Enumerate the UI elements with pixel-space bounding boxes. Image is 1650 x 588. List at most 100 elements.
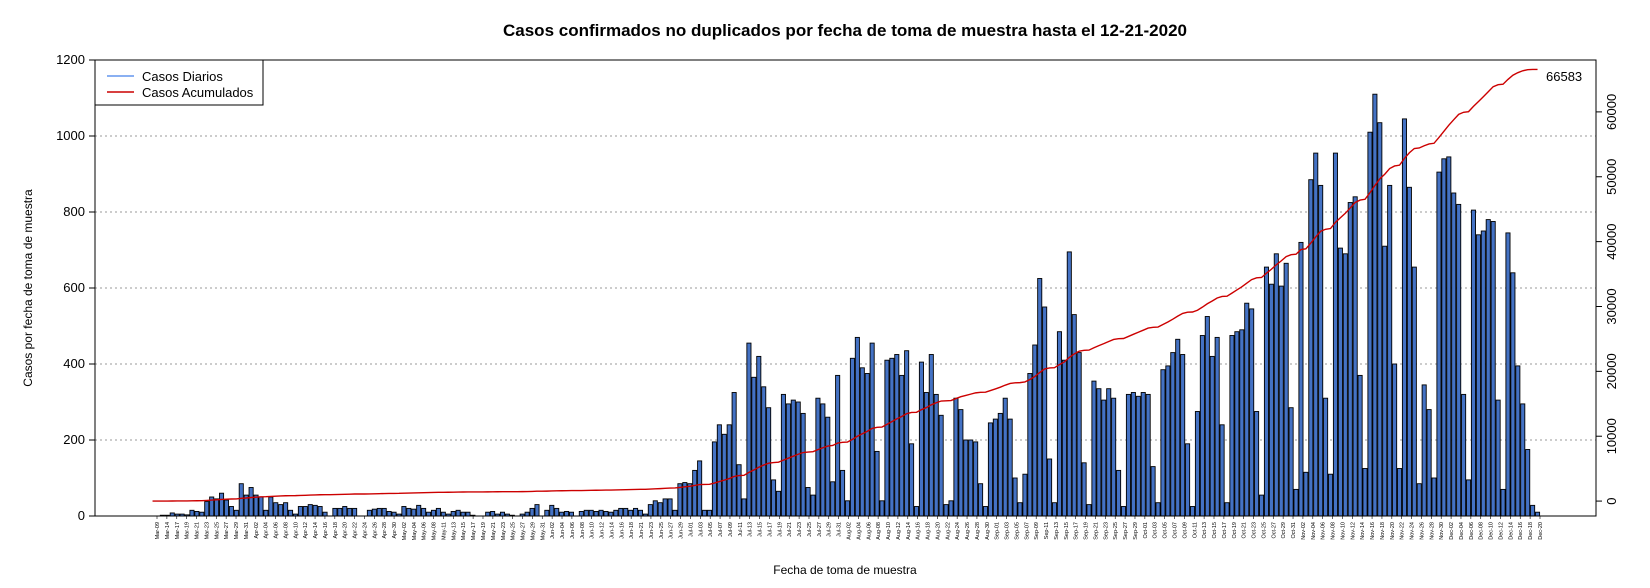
bar <box>1180 354 1186 517</box>
bar <box>879 500 885 517</box>
x-tick-label: Sep-13 <box>1054 522 1060 540</box>
bar <box>840 469 846 517</box>
bar <box>228 506 234 517</box>
x-tick-label: May-19 <box>481 522 487 540</box>
bar <box>1204 316 1210 517</box>
x-tick-label: Apr-04 <box>264 522 270 539</box>
bar <box>702 509 708 517</box>
x-tick-label: Apr-26 <box>372 522 378 539</box>
bar <box>889 357 895 517</box>
bar <box>736 464 742 517</box>
bar <box>583 509 589 517</box>
x-tick-label: Oct-19 <box>1232 522 1238 539</box>
bar <box>1466 479 1472 517</box>
bar <box>485 511 491 517</box>
x-tick-label: May-04 <box>412 522 418 540</box>
bar <box>391 511 397 517</box>
bar <box>1323 397 1329 517</box>
x-tick-label: May-08 <box>432 522 438 540</box>
bar <box>1091 380 1097 517</box>
x-tick-label: Dec-02 <box>1449 522 1455 540</box>
bar <box>1022 473 1028 517</box>
bar <box>1535 511 1541 517</box>
bar <box>613 509 619 517</box>
bar <box>1051 502 1058 517</box>
bar <box>918 361 924 517</box>
bar <box>499 511 506 517</box>
bar <box>997 412 1003 517</box>
x-tick-label: May-27 <box>521 522 527 540</box>
bar <box>1047 458 1053 517</box>
bar <box>219 492 225 517</box>
x-tick-label: Apr-16 <box>323 522 329 539</box>
x-tick-label: Aug-18 <box>926 522 932 540</box>
bar <box>1426 409 1432 517</box>
bar <box>1470 209 1476 517</box>
bar <box>1096 388 1102 517</box>
bar <box>214 498 220 517</box>
bar <box>761 386 767 517</box>
x-tick-label: Mar-19 <box>185 522 191 539</box>
x-tick-label: Jun-12 <box>600 522 606 539</box>
bar <box>1032 344 1038 517</box>
bar <box>1175 338 1181 517</box>
y-tick-label: 1200 <box>56 52 85 67</box>
bar <box>263 509 269 517</box>
bar <box>430 509 436 517</box>
x-tick-label: Sep-03 <box>1005 522 1011 540</box>
bar <box>1446 156 1452 517</box>
x-tick-label: May-29 <box>530 522 536 540</box>
x-tick-label: Nov-16 <box>1370 522 1376 540</box>
bar <box>766 407 772 517</box>
x-tick-label: Jul-19 <box>777 522 783 537</box>
bar <box>1525 449 1531 517</box>
bar <box>938 414 944 517</box>
x-tick-label: Sep-19 <box>1084 522 1090 540</box>
bar <box>273 502 279 517</box>
y-axis-right: 0 10000 20000 30000 40000 50000 60000 <box>1596 94 1619 505</box>
bar <box>623 507 629 517</box>
x-tick-label: Jul-13 <box>748 522 754 537</box>
x-tick-label: Jul-29 <box>827 522 833 537</box>
bar <box>909 443 915 517</box>
bar <box>958 409 964 517</box>
bar <box>1332 152 1338 517</box>
bar <box>426 511 432 517</box>
x-tick-label: Jun-21 <box>639 522 645 539</box>
x-tick-label: Nov-02 <box>1301 522 1307 540</box>
bar <box>1308 179 1314 517</box>
bar <box>628 509 634 517</box>
bar <box>1002 397 1008 517</box>
bar <box>1244 302 1250 517</box>
x-tick-label: Dec-08 <box>1479 522 1485 540</box>
x-tick-label: Sep-01 <box>995 522 1001 540</box>
x-tick-label: Oct-09 <box>1182 522 1188 539</box>
x-tick-label: Dec-18 <box>1528 522 1534 540</box>
bar <box>1411 266 1417 517</box>
bar <box>1165 365 1171 517</box>
bar <box>810 494 816 517</box>
x-tick-label: Jun-23 <box>649 522 655 539</box>
bar <box>204 501 210 517</box>
bar <box>455 509 461 517</box>
x-tick-label: Jun-29 <box>679 522 685 539</box>
bar <box>258 496 264 517</box>
annotation-final-cumulative: 66583 <box>1546 69 1582 84</box>
bar <box>948 500 954 517</box>
x-tick-label: Jul-01 <box>688 522 694 537</box>
bar <box>1530 504 1536 517</box>
x-tick-label: Sep-05 <box>1014 522 1020 540</box>
y2-tick-label: 60000 <box>1604 94 1619 130</box>
bar <box>923 392 929 517</box>
bar <box>376 507 382 517</box>
x-tick-label: Jul-17 <box>767 522 773 537</box>
bar <box>1520 403 1526 517</box>
bar <box>800 412 806 517</box>
bar <box>1056 331 1062 517</box>
x-tick-label: Aug-10 <box>886 522 892 540</box>
bar <box>534 504 540 517</box>
x-tick-label: Nov-26 <box>1419 522 1425 540</box>
bar <box>1254 411 1260 517</box>
